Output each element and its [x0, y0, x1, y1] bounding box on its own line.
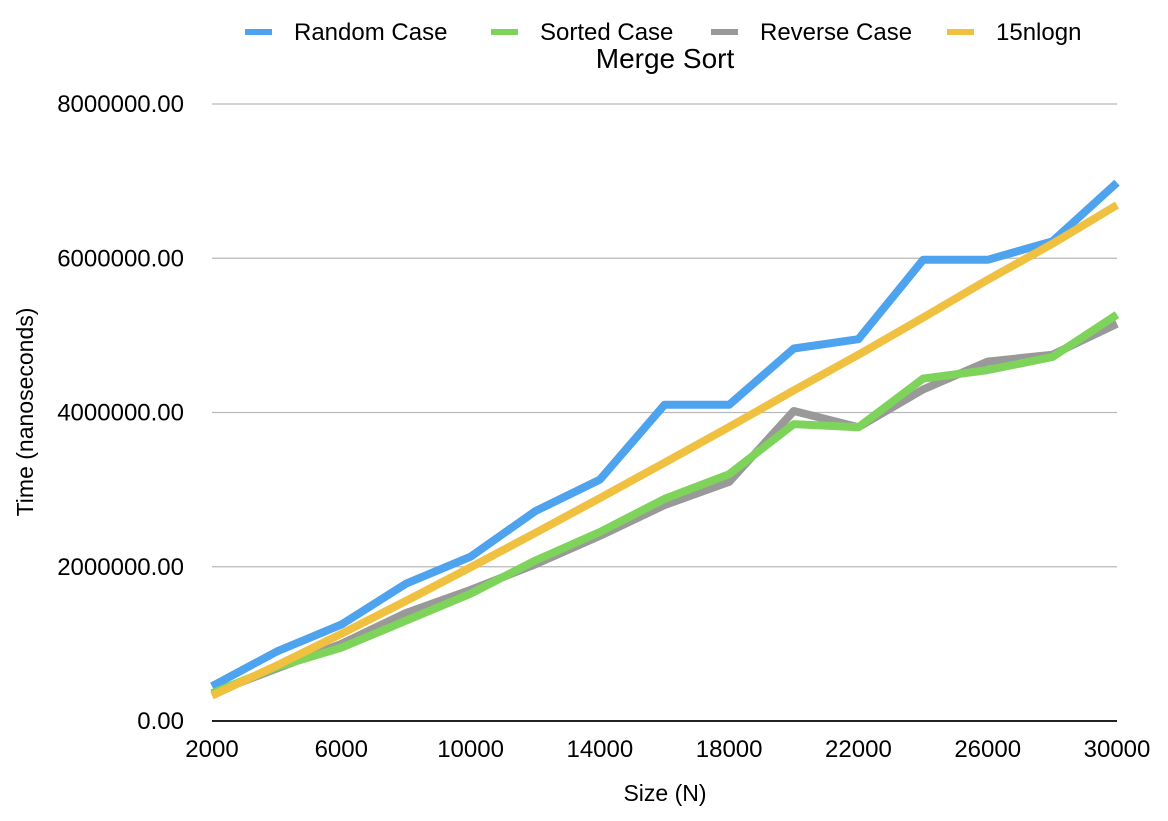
y-axis-label: Time (nanoseconds) — [12, 308, 38, 517]
x-tick-label: 22000 — [825, 736, 892, 763]
series-line-sorted-case — [210, 311, 1120, 697]
legend-label: 15nlogn — [996, 19, 1081, 46]
legend: Random Case Sorted Case Reverse Case 15nlog… — [245, 19, 1081, 46]
x-tick-label: 10000 — [437, 736, 504, 763]
x-tick-label: 18000 — [696, 736, 763, 763]
x-tick-label: 2000 — [185, 736, 238, 763]
series-line-15nlogn — [210, 201, 1120, 700]
y-axis-ticks: 0.00 2000000.00 4000000.00 6000000.00 800000… — [57, 91, 184, 735]
legend-label: Random Case — [294, 19, 447, 46]
series-line-reverse-case — [210, 320, 1119, 697]
y-tick-label: 8000000.00 — [57, 91, 184, 118]
chart-title: Merge Sort — [596, 43, 735, 74]
y-tick-label: 4000000.00 — [57, 400, 184, 427]
series-lines — [210, 179, 1120, 700]
y-tick-label: 6000000.00 — [57, 245, 184, 272]
x-axis-ticks: 2000 6000 10000 14000 18000 22000 26000 30000 — [185, 736, 1150, 763]
y-tick-label: 0.00 — [137, 708, 184, 735]
y-tick-label: 2000000.00 — [57, 554, 184, 581]
legend-label: Sorted Case — [540, 19, 673, 46]
x-tick-label: 26000 — [954, 736, 1021, 763]
series-line-random-case — [210, 179, 1120, 690]
x-tick-label: 6000 — [315, 736, 368, 763]
x-tick-label: 14000 — [566, 736, 633, 763]
x-axis-label: Size (N) — [623, 780, 706, 806]
legend-label: Reverse Case — [760, 19, 912, 46]
x-tick-label: 30000 — [1084, 736, 1151, 763]
